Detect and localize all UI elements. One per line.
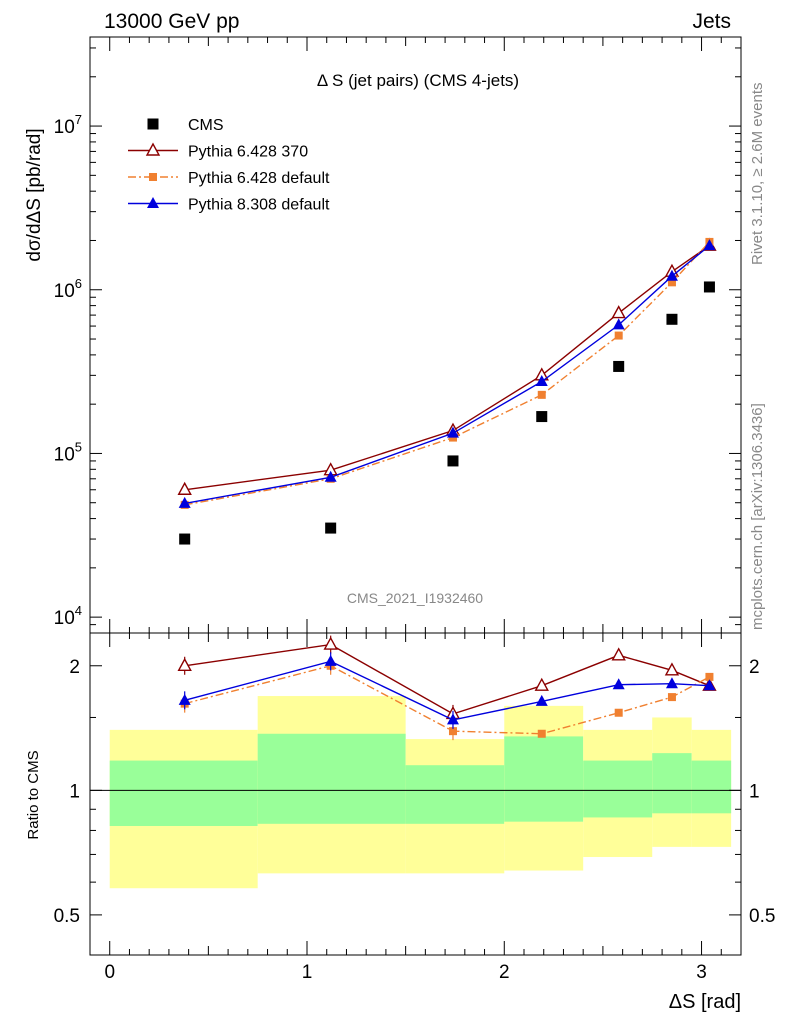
band-inner-0 xyxy=(109,760,258,826)
x-axis-label: ΔS [rad] xyxy=(669,991,741,1013)
x-tick-label: 0 xyxy=(104,962,115,983)
ratio-point-0-3 xyxy=(534,677,549,691)
data-point-3-1 xyxy=(324,470,337,482)
ratio-uncertainty-bands xyxy=(109,696,732,889)
rivet-version-text: Rivet 3.1.10, ≥ 2.6M events xyxy=(749,83,766,266)
ratio-point-1-3 xyxy=(537,729,546,738)
ratio-point-0-1 xyxy=(323,636,338,650)
legend-label-2: Pythia 6.428 default xyxy=(188,170,330,187)
ratio-point-2-1 xyxy=(324,654,337,666)
data-point-0-5 xyxy=(666,313,678,325)
main-y-tick-label: 104 xyxy=(54,603,82,629)
ratio-y-tick-label-right: 1 xyxy=(749,781,760,802)
band-inner-1 xyxy=(257,733,406,824)
data-point-1-0 xyxy=(177,481,192,495)
data-point-3-4 xyxy=(612,318,625,330)
ratio-point-0-4 xyxy=(611,647,626,661)
ratio-point-2-4 xyxy=(612,678,625,690)
data-point-0-1 xyxy=(325,522,337,534)
header-left: 13000 GeV pp xyxy=(104,10,239,33)
legend-label-0: CMS xyxy=(188,117,224,134)
ratio-point-0-5 xyxy=(664,662,680,676)
ratio-plot-area xyxy=(177,635,717,741)
ratio-y-tick-label-right: 0.5 xyxy=(749,906,775,927)
ratio-point-2-0 xyxy=(178,693,191,705)
header-right: Jets xyxy=(692,10,731,33)
ratio-point-1-5 xyxy=(667,693,676,702)
ratio-point-1-2 xyxy=(448,727,457,736)
x-tick-label: 3 xyxy=(696,962,707,983)
ratio-point-1-6 xyxy=(705,672,714,681)
legend: CMS Pythia 6.428 370 Pythia 6.428 default P… xyxy=(128,117,330,214)
ratio-y-tick-label-right: 2 xyxy=(749,657,760,678)
data-point-2-3 xyxy=(537,390,546,399)
ratio-y-tick-label: 0.5 xyxy=(54,906,80,927)
main-y-tick-label: 107 xyxy=(54,112,82,138)
legend-marker-2 xyxy=(149,173,157,181)
main-y-tick-label: 106 xyxy=(54,276,82,302)
main-plot-area xyxy=(177,237,717,545)
data-point-2-5 xyxy=(667,278,676,287)
ratio-point-0-0 xyxy=(177,657,192,671)
legend-marker-1 xyxy=(145,142,161,156)
band-inner-2 xyxy=(405,765,505,824)
band-inner-6 xyxy=(691,760,732,814)
data-point-2-4 xyxy=(614,331,623,340)
ratio-axes: 0 1 2 3 0.5 0.5 1 1 2 2 xyxy=(54,632,775,983)
series-line-1 xyxy=(184,245,710,491)
analysis-watermark: CMS_2021_I1932460 xyxy=(347,590,483,606)
data-point-3-2 xyxy=(446,426,459,438)
data-point-0-0 xyxy=(179,533,191,545)
x-tick-label: 2 xyxy=(499,962,510,983)
data-point-3-5 xyxy=(665,269,678,281)
data-point-0-6 xyxy=(703,281,715,293)
x-tick-label: 1 xyxy=(302,962,313,983)
ratio-point-2-6 xyxy=(703,679,716,691)
series-line-3 xyxy=(184,245,710,505)
legend-label-3: Pythia 8.308 default xyxy=(188,197,330,214)
band-inner-3 xyxy=(504,736,584,822)
series-line-2 xyxy=(184,241,710,506)
ratio-y-tick-label: 2 xyxy=(69,657,80,678)
plot-title: Δ S (jet pairs) (CMS 4-jets) xyxy=(317,71,519,90)
legend-marker-0 xyxy=(147,118,159,130)
ratio-point-2-5 xyxy=(665,677,678,689)
ratio-point-1-4 xyxy=(614,708,623,717)
data-point-0-2 xyxy=(447,455,459,467)
mcplots-credit-text: mcplots.cern.ch [arXiv:1306.3436] xyxy=(749,403,766,630)
ratio-point-2-3 xyxy=(535,694,548,706)
band-inner-4 xyxy=(583,760,653,818)
data-point-3-6 xyxy=(703,239,716,251)
legend-marker-3 xyxy=(147,197,159,208)
legend-label-1: Pythia 6.428 370 xyxy=(188,144,308,161)
main-y-axis-label: dσ/dΔS [pb/rad] xyxy=(24,128,45,261)
data-point-3-0 xyxy=(178,496,191,508)
data-point-0-3 xyxy=(536,411,548,423)
ratio-frame xyxy=(89,632,742,956)
band-inner-5 xyxy=(652,753,692,814)
ratio-y-axis-label: Ratio to CMS xyxy=(25,750,42,839)
data-point-0-4 xyxy=(613,360,625,372)
data-point-1-4 xyxy=(611,305,626,319)
data-point-3-3 xyxy=(535,375,548,387)
ratio-y-tick-label: 1 xyxy=(69,781,80,802)
ratio-point-2-2 xyxy=(446,713,459,725)
main-y-tick-label: 105 xyxy=(54,439,82,465)
